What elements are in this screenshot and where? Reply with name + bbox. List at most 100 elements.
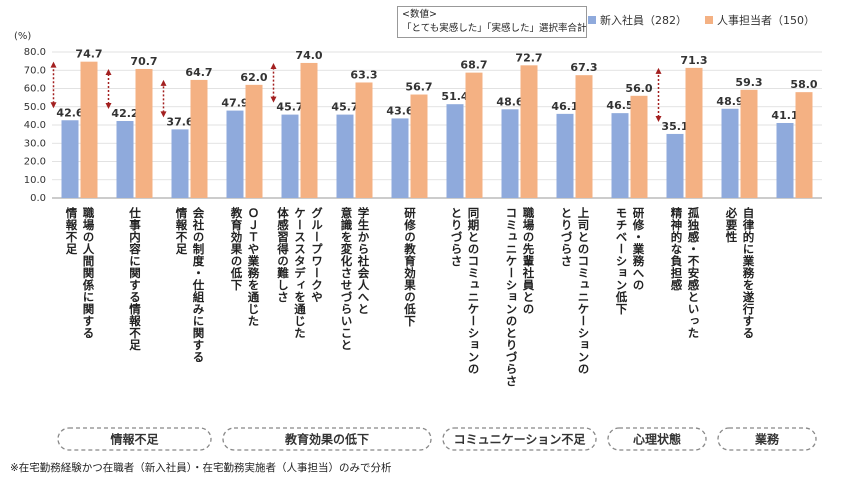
value-label: 51.4 — [441, 90, 468, 103]
x-tick-label: 自律的に業務を遂行する 必要性 — [724, 207, 756, 339]
bar — [630, 95, 648, 198]
bar — [776, 122, 794, 198]
bar — [556, 113, 574, 198]
group-label: 心理状態 — [633, 432, 681, 447]
x-tick-label: 研修・業務への モチベーション低下 — [614, 207, 646, 315]
y-tick-label: 10.0 — [24, 175, 46, 186]
bar — [135, 68, 153, 198]
value-label: 56.0 — [625, 82, 652, 95]
value-label: 37.6 — [166, 115, 193, 128]
bar — [465, 72, 483, 198]
arrow-head — [160, 79, 167, 86]
y-tick-label: 60.0 — [24, 84, 46, 95]
bar — [190, 79, 208, 198]
value-label: 74.7 — [75, 48, 102, 61]
x-tick-label: 職場の人間関係に関する 情報不足 — [64, 207, 96, 339]
value-label: 58.0 — [790, 78, 817, 91]
legend-label: 人事担当者（150） — [717, 13, 815, 27]
arrow-head — [270, 62, 277, 69]
group-box — [607, 427, 707, 451]
bar — [740, 89, 758, 198]
value-label: 45.7 — [276, 101, 303, 114]
bar — [666, 133, 684, 198]
x-tick-label: 同期とのコミュニケーションの とりづらさ — [449, 207, 481, 375]
bar — [245, 84, 263, 198]
x-tick-label: 職場の先輩社員との コミュニケーションのとりづらさ — [504, 207, 536, 387]
bar — [501, 109, 519, 198]
value-label: 46.1 — [551, 100, 578, 113]
bar — [410, 94, 428, 198]
y-tick-label: 40.0 — [24, 120, 46, 131]
group-box — [442, 427, 597, 451]
x-tick-label: 上司とのコミュニケーションの とりづらさ — [559, 207, 591, 375]
y-tick-label: 50.0 — [24, 102, 46, 113]
y-tick-label: 80.0 — [24, 47, 46, 58]
value-label: 48.9 — [716, 95, 743, 108]
value-label: 63.3 — [350, 68, 377, 81]
y-tick-label: 70.0 — [24, 65, 46, 76]
value-label: 68.7 — [460, 59, 487, 72]
bar — [171, 129, 189, 198]
arrow-head — [105, 68, 112, 75]
bar — [520, 65, 538, 198]
bar — [300, 62, 318, 199]
bar — [226, 110, 244, 198]
value-label: 70.7 — [130, 55, 157, 68]
group-label: 業務 — [754, 432, 780, 447]
arrow-head — [270, 96, 277, 103]
value-label: 43.6 — [386, 104, 413, 117]
group-box — [222, 427, 432, 451]
bar — [336, 114, 354, 198]
group-box — [57, 427, 212, 451]
value-label: 64.7 — [185, 66, 212, 79]
y-tick-label: 20.0 — [24, 157, 46, 168]
x-tick-label: 会社の制度・仕組みに関する 情報不足 — [174, 207, 206, 363]
arrow-head — [160, 111, 167, 118]
arrow-head — [105, 102, 112, 109]
bar — [61, 120, 79, 198]
bar — [611, 113, 629, 198]
arrow-head — [50, 102, 57, 109]
bar — [80, 61, 98, 198]
value-label: 41.1 — [771, 109, 798, 122]
value-label: 56.7 — [405, 81, 432, 94]
legend-label: 新入社員（282） — [600, 13, 687, 27]
x-tick-label: 孤独感・不安感といった 精神的な負担感 — [669, 207, 701, 339]
value-label: 47.9 — [221, 97, 248, 110]
value-label: 48.6 — [496, 95, 523, 108]
value-label: 62.0 — [240, 71, 267, 84]
bar — [116, 120, 134, 198]
arrow-head — [50, 61, 57, 68]
note: <数値> 「とても実感した」「実感した」選択率合計 — [397, 6, 587, 38]
x-tick-label: 学生から社会人へと 意識を変化させづらいこと — [339, 207, 371, 351]
value-label: 72.7 — [515, 51, 542, 64]
x-tick-label: 仕事内容に関する情報不足 — [128, 207, 142, 351]
footnote: ※在宅勤務経験かつ在職者（新入社員）・在宅勤務実施者（人事担当）のみで分析 — [10, 462, 392, 474]
bar — [721, 108, 739, 198]
value-label: 67.3 — [570, 61, 597, 74]
group-label: コミュニケーション不足 — [454, 433, 586, 447]
value-label: 74.0 — [295, 49, 322, 62]
group-box — [717, 427, 817, 451]
bar — [685, 67, 703, 198]
bar — [795, 92, 813, 198]
x-tick-label: グループワークや ケーススタディを通じた 体感習得の難しさ — [276, 207, 324, 339]
y-tick-label: 30.0 — [24, 138, 46, 149]
bar — [391, 118, 409, 198]
value-label: 42.6 — [56, 106, 83, 119]
arrow-head — [655, 67, 662, 74]
group-label: 情報不足 — [110, 432, 158, 447]
arrow-head — [655, 115, 662, 122]
bar — [446, 104, 464, 198]
value-label: 35.1 — [661, 120, 688, 133]
bar — [281, 114, 299, 198]
x-tick-label: ＯＪＴや業務を通じた 教育効果の低下 — [229, 207, 261, 327]
value-label: 42.2 — [111, 107, 138, 120]
x-tick-label: 研修の教育効果の低下 — [403, 207, 417, 327]
group-label: 教育効果の低下 — [284, 432, 369, 447]
bar — [575, 75, 593, 198]
legend-swatch — [705, 16, 713, 24]
value-label: 71.3 — [680, 54, 707, 67]
